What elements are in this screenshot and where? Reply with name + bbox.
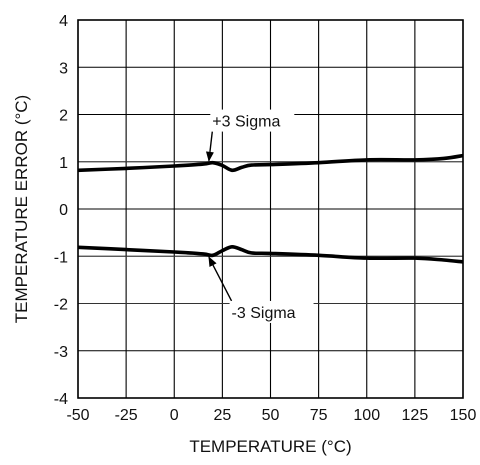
plot-frame (77, 19, 464, 399)
y-tick-label-3: -1 (54, 249, 68, 266)
annotation-label-1: -3 Sigma (232, 305, 296, 322)
y-tick-label-2: -2 (54, 297, 68, 314)
tick-labels: -50 -25 0 25 50 75 100 125 150 -4 -3 -2 -1 0 1 2 3 4 (54, 13, 477, 424)
series-line-minus-3-sigma (77, 244, 464, 264)
x-tick-label-6: 100 (353, 407, 380, 424)
x-tick-label-3: 25 (213, 407, 231, 424)
series-layer (77, 153, 464, 264)
y-tick-label-0: -4 (54, 391, 68, 408)
x-tick-label-4: 50 (262, 407, 280, 424)
annotation-layer: +3 Sigma -3 Sigma (205, 109, 314, 323)
x-tick-label-0: -50 (66, 407, 89, 424)
annotation-label-0: +3 Sigma (212, 114, 280, 131)
annotation-label-bg-1 (229, 300, 314, 323)
x-tick-label-7: 125 (402, 407, 429, 424)
y-tick-label-8: 4 (59, 13, 68, 30)
x-tick-label-2: 0 (170, 407, 179, 424)
annotation-label-bg-0 (210, 109, 295, 132)
series-line-plus-3-sigma (77, 153, 464, 173)
x-tick-label-8: 150 (450, 407, 477, 424)
x-axis-title: TEMPERATURE (°C) (189, 437, 351, 456)
y-tick-label-4: 0 (59, 202, 68, 219)
y-tick-label-6: 2 (59, 108, 68, 125)
y-axis-title: TEMPERATURE ERROR (°C) (12, 95, 31, 323)
y-tick-label-5: 1 (59, 155, 68, 172)
y-tick-label-1: -3 (54, 344, 68, 361)
x-tick-label-1: -25 (115, 407, 138, 424)
y-tick-label-7: 3 (59, 60, 68, 77)
annotation-arrow-1 (208, 256, 233, 302)
annotation-arrow-0 (205, 131, 214, 162)
x-tick-label-5: 75 (310, 407, 328, 424)
